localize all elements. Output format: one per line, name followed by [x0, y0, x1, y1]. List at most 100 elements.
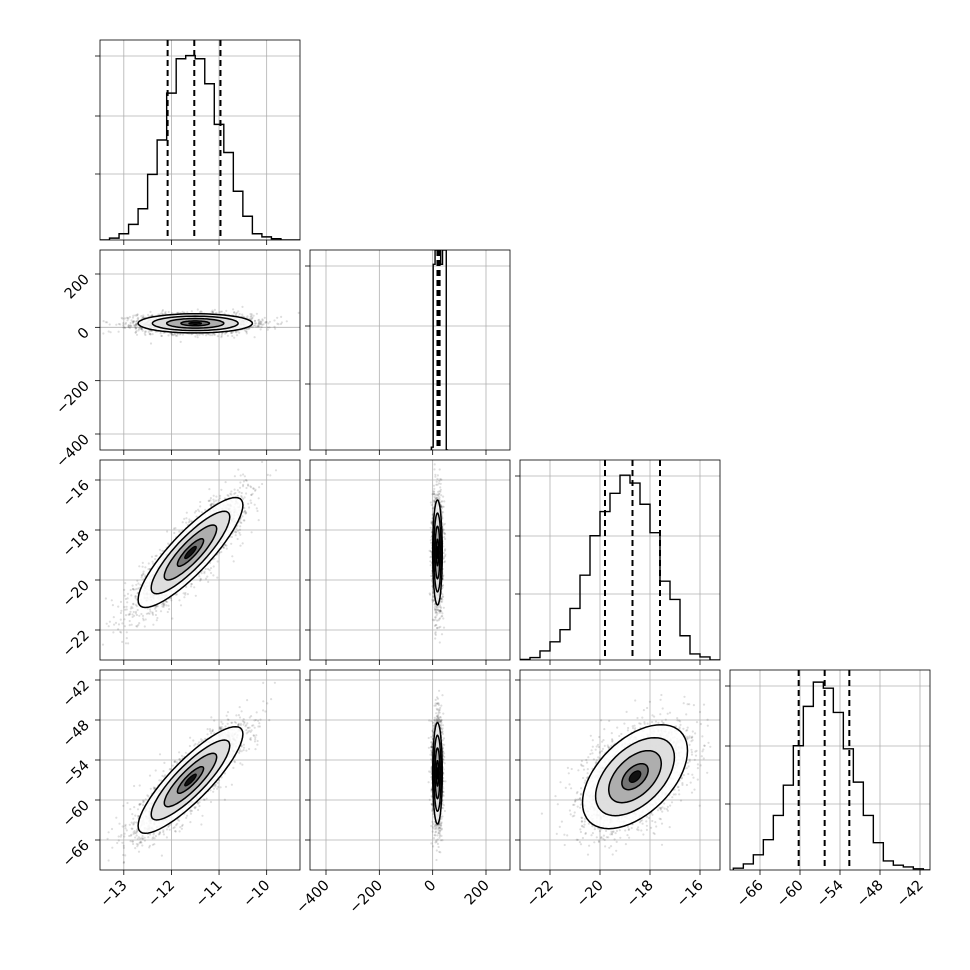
- sample-point: [134, 596, 137, 600]
- sample-point: [138, 622, 141, 625]
- sample-point: [141, 574, 144, 577]
- sample-point: [144, 574, 147, 577]
- sample-point: [119, 323, 122, 326]
- sample-point: [230, 490, 233, 493]
- sample-point: [154, 607, 157, 610]
- sample-point: [173, 531, 176, 535]
- sample-point: [241, 313, 244, 316]
- sample-point: [199, 579, 202, 582]
- sample-point: [255, 507, 258, 510]
- sample-point: [160, 312, 163, 315]
- sample-point: [262, 323, 265, 326]
- sample-point: [211, 334, 214, 337]
- sample-point: [171, 312, 174, 315]
- sample-point: [241, 485, 245, 488]
- x-tick-label: −66: [734, 878, 767, 911]
- sample-point: [252, 487, 255, 490]
- y-tick-label: 0: [75, 325, 93, 343]
- histogram-step: [520, 474, 720, 660]
- sample-point: [266, 328, 269, 331]
- sample-point: [132, 320, 136, 323]
- sample-point: [238, 531, 241, 535]
- sample-point: [152, 623, 155, 626]
- sample-point: [198, 333, 201, 336]
- sample-point: [249, 485, 252, 488]
- sample-point: [142, 316, 145, 319]
- sample-point: [135, 613, 138, 617]
- sample-point: [140, 327, 143, 330]
- sample-point: [194, 594, 197, 597]
- sample-point: [131, 615, 134, 619]
- sample-point: [145, 612, 148, 615]
- sample-point: [224, 544, 227, 547]
- sample-point: [109, 331, 112, 334]
- sample-point: [128, 624, 131, 627]
- panel-border: [519, 459, 721, 661]
- sample-point: [233, 311, 236, 314]
- sample-point: [239, 474, 242, 477]
- sample-point: [248, 327, 251, 330]
- sample-point: [239, 533, 242, 536]
- sample-point: [253, 319, 257, 323]
- sample-point: [131, 613, 134, 616]
- sample-point: [183, 596, 186, 599]
- sample-point: [211, 311, 214, 314]
- sample-point: [258, 486, 261, 489]
- sample-point: [102, 320, 105, 323]
- sample-point: [144, 330, 147, 333]
- sample-point: [144, 333, 147, 337]
- sample-point: [181, 333, 184, 336]
- sample-point: [79, 320, 81, 322]
- panel-border: [309, 249, 511, 451]
- sample-point: [166, 530, 169, 533]
- sample-point: [202, 333, 205, 336]
- sample-point: [223, 312, 226, 315]
- sample-point: [167, 604, 170, 607]
- sample-point: [186, 311, 189, 314]
- sample-point: [134, 327, 137, 330]
- sample-point: [174, 334, 177, 337]
- sample-point: [234, 534, 237, 537]
- sample-point: [95, 658, 97, 660]
- sample-point: [279, 322, 282, 326]
- sample-point: [233, 311, 236, 314]
- sample-point: [128, 613, 131, 616]
- sample-point: [136, 317, 139, 320]
- sample-point: [243, 519, 246, 522]
- sample-point: [190, 310, 193, 313]
- sample-point: [164, 312, 167, 315]
- sample-point: [260, 325, 263, 329]
- sample-point: [128, 612, 132, 615]
- sample-point: [193, 586, 196, 589]
- sample-point: [134, 323, 137, 326]
- sample-point: [205, 334, 208, 337]
- sample-point: [123, 594, 126, 597]
- sample-point: [219, 310, 222, 313]
- sample-point: [171, 333, 174, 336]
- sample-point: [276, 316, 279, 319]
- sample-point: [276, 322, 279, 325]
- sample-point: [250, 318, 253, 321]
- sample-point: [240, 494, 243, 498]
- sample-point: [256, 509, 259, 513]
- sample-point: [195, 515, 198, 518]
- sample-point: [244, 510, 247, 513]
- sample-point: [232, 560, 235, 563]
- sample-point: [166, 610, 169, 614]
- sample-point: [249, 499, 252, 502]
- sample-point: [138, 565, 141, 568]
- sample-point: [238, 491, 241, 494]
- sample-point: [144, 330, 147, 333]
- sample-point: [273, 319, 276, 322]
- sample-point: [156, 616, 159, 620]
- sample-point: [107, 625, 110, 628]
- sample-point: [147, 568, 150, 571]
- sample-point: [135, 324, 138, 327]
- sample-point: [222, 546, 225, 549]
- sample-point: [258, 322, 261, 325]
- sample-point: [216, 576, 219, 579]
- sample-point: [234, 531, 237, 534]
- sample-point: [257, 320, 261, 324]
- sample-point: [136, 608, 139, 612]
- sample-point: [135, 314, 138, 317]
